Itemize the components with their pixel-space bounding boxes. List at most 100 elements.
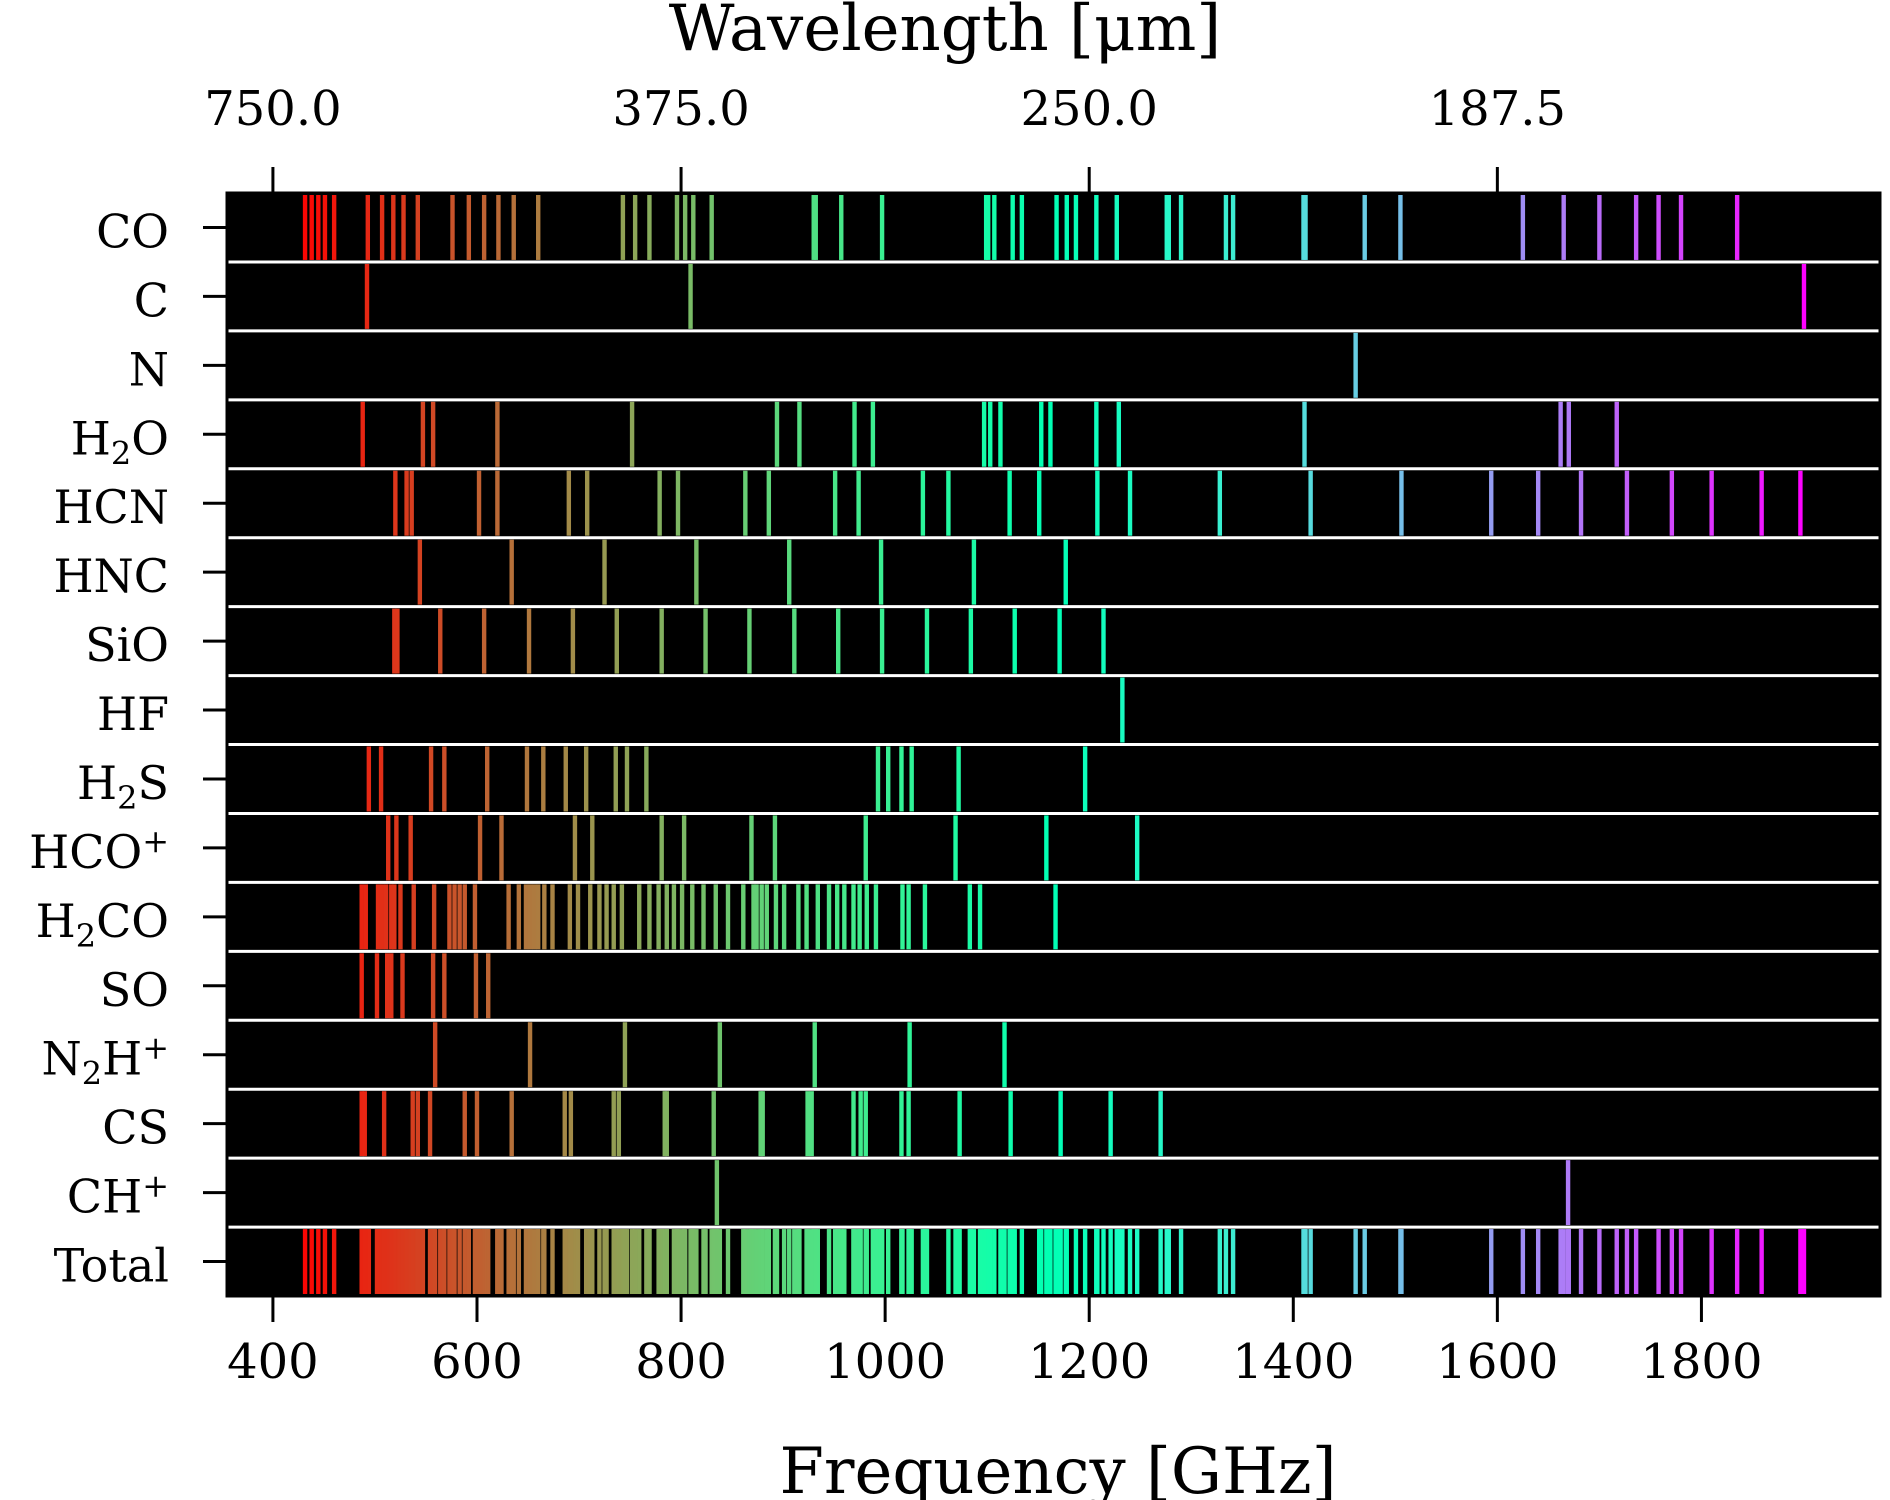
total-line [694, 1229, 699, 1294]
total-line [400, 1229, 405, 1294]
hcn-line [393, 470, 398, 536]
total-line [656, 1229, 661, 1294]
total-line [1565, 1229, 1571, 1294]
total-line [1353, 1229, 1358, 1294]
h2s-line [563, 746, 568, 812]
h2co-line [725, 884, 731, 950]
sio-line [879, 608, 885, 674]
total-line [1759, 1229, 1764, 1294]
h2co-line [588, 884, 593, 950]
total-line [858, 1229, 863, 1294]
total-line [466, 1229, 472, 1294]
total-line [647, 1229, 652, 1294]
h2co-line [834, 884, 840, 950]
cs-line [957, 1091, 962, 1157]
so-line [486, 953, 491, 1019]
h2o-line [774, 401, 780, 467]
n2h--line [1002, 1022, 1007, 1088]
y-tick-label-hnc: HNC [53, 549, 169, 603]
total-line [619, 1229, 625, 1294]
hcn-line [1709, 470, 1714, 536]
hcn-line [920, 470, 926, 536]
total-line [316, 1229, 321, 1294]
co-line [1230, 195, 1236, 260]
h2co-line [656, 884, 661, 950]
total-line [604, 1229, 609, 1294]
cs-line [427, 1091, 433, 1157]
total-line [675, 1229, 681, 1294]
total-line [981, 1229, 987, 1294]
h2co-line [431, 884, 437, 950]
hcn-line [1624, 470, 1630, 536]
total-line [787, 1229, 792, 1294]
total-line [1053, 1229, 1058, 1294]
total-line [362, 1229, 367, 1294]
x-tick-label: 1000 [824, 1334, 946, 1390]
total-line [815, 1229, 820, 1294]
sio-line [395, 608, 400, 674]
h2s-line [886, 746, 891, 812]
y-tick-label-co: CO [96, 204, 169, 258]
c-line [1801, 263, 1807, 329]
total-line [1578, 1229, 1584, 1294]
total-line [760, 1229, 765, 1294]
total-line [410, 1229, 415, 1294]
total-line [1095, 1229, 1100, 1294]
sio-line [1057, 608, 1062, 674]
total-line [873, 1229, 879, 1294]
sio-line [526, 608, 532, 674]
co-line [1303, 195, 1308, 260]
total-line [597, 1229, 602, 1294]
total-line [637, 1229, 642, 1294]
co-line [813, 195, 818, 260]
total-line [629, 1229, 635, 1294]
y-tick-label-hco-: HCO+ [29, 822, 169, 879]
cs-line [381, 1091, 387, 1157]
total-line [717, 1229, 723, 1294]
h2co-line [851, 884, 856, 950]
h2o-line [981, 401, 987, 467]
h2co-line [637, 884, 642, 950]
sio-line [392, 608, 397, 674]
co-line [511, 195, 516, 260]
total-line [659, 1229, 664, 1294]
total-line [366, 1229, 372, 1294]
cs-line [858, 1091, 863, 1157]
total-line [839, 1229, 844, 1294]
h2co-line [447, 884, 452, 950]
cs-line [1008, 1091, 1013, 1157]
total-line [1801, 1229, 1807, 1294]
y-tick-label-hcn: HCN [53, 480, 169, 534]
co-line [391, 195, 396, 260]
h2o-line [1302, 401, 1307, 467]
total-line [481, 1229, 487, 1294]
total-line [1063, 1229, 1068, 1294]
h2co-line [542, 884, 547, 950]
hco--line [477, 815, 483, 881]
total-line [886, 1229, 891, 1294]
co-line [1398, 195, 1403, 260]
h2co-line [619, 884, 625, 950]
h2o-line [1094, 401, 1099, 467]
h2s-line [378, 746, 384, 812]
h2co-line [826, 884, 832, 950]
total-line [509, 1229, 514, 1294]
sio-line [438, 608, 443, 674]
total-line [499, 1229, 504, 1294]
total-line [988, 1229, 993, 1294]
so-line [359, 953, 364, 1019]
total-line [1709, 1229, 1714, 1294]
hco--line [590, 815, 595, 881]
h2co-line [977, 884, 983, 950]
total-line [671, 1229, 677, 1294]
y-tick-label-ch-: CH+ [67, 1167, 169, 1224]
sio-line [1012, 608, 1017, 674]
h2co-line [900, 884, 905, 950]
total-line [1302, 1229, 1307, 1294]
total-line [542, 1229, 547, 1294]
sio-line [836, 608, 841, 674]
h2co-line [527, 884, 533, 950]
cs-line [616, 1091, 622, 1157]
total-line [1058, 1229, 1063, 1294]
